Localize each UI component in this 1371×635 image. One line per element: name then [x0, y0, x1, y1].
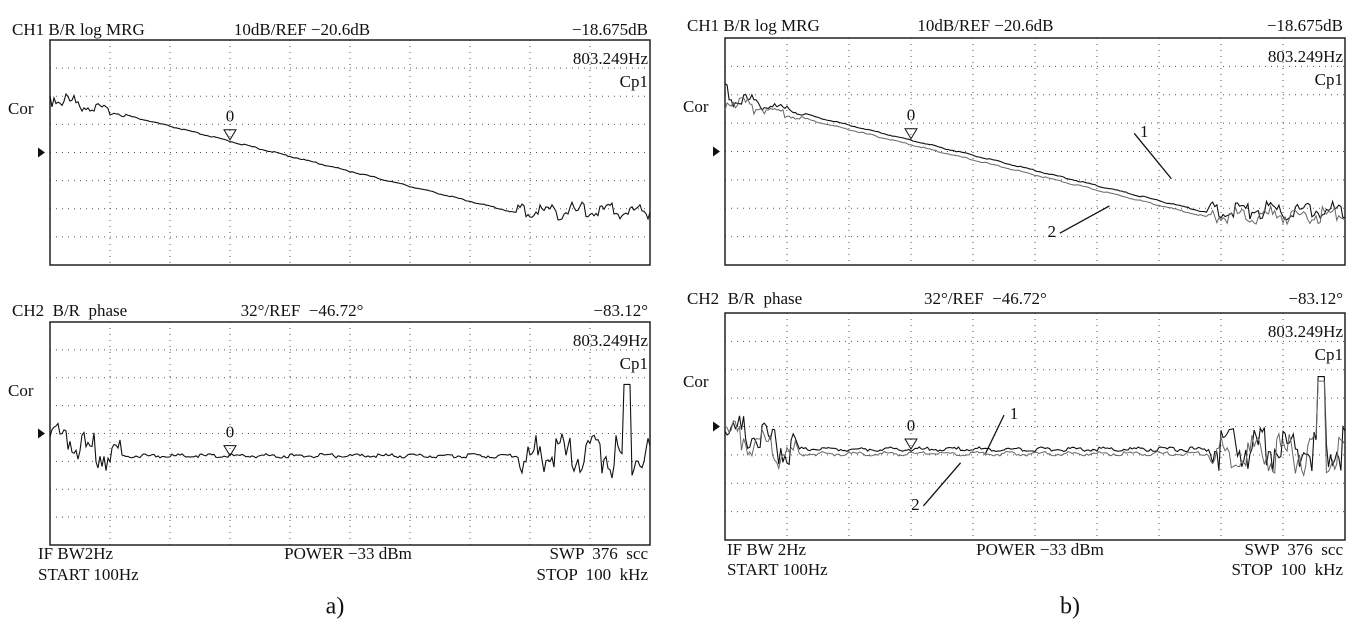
correction-label: Cor: [683, 372, 709, 391]
reference-arrow: [713, 421, 720, 432]
start-frequency: START 100Hz: [727, 560, 828, 579]
trace: [724, 97, 1346, 226]
leader-line: [1059, 205, 1110, 234]
power-level: POWER −33 dBm: [284, 544, 412, 563]
marker-index: 0: [907, 106, 916, 125]
analyzer-screen: [38, 321, 651, 546]
analyzer-screen: [713, 312, 1346, 541]
trace: [724, 83, 1346, 221]
analyzer-screen: [38, 39, 651, 266]
marker-frequency: 803.249Hz: [573, 331, 649, 350]
marker-triangle: [223, 129, 237, 141]
trace: [49, 383, 651, 479]
marker-frequency: 803.249Hz: [573, 49, 649, 68]
marker-name: Cp1: [1315, 345, 1343, 364]
if-bandwidth: IF BW 2Hz: [727, 540, 806, 559]
stop-frequency: STOP 100 kHz: [537, 565, 649, 584]
sweep-time: SWP 376 scc: [549, 544, 648, 563]
marker-frequency: 803.249Hz: [1268, 47, 1344, 66]
screen-frame: [49, 39, 651, 266]
correction-label: Cor: [8, 99, 34, 118]
correction-label: Cor: [683, 97, 709, 116]
channel-label: CH1 B/R log MRG: [687, 16, 820, 35]
readout-value: −83.12°: [593, 301, 648, 320]
readout-value: −83.12°: [1288, 289, 1343, 308]
reference-arrow: [713, 146, 720, 157]
marker-index: 0: [226, 423, 235, 442]
curve-label: 1: [1140, 122, 1149, 141]
curve-label: 2: [1048, 222, 1057, 241]
leader-line: [1133, 132, 1172, 180]
scale-label: 32°/REF −46.72°: [924, 289, 1047, 308]
marker-triangle: [223, 445, 237, 457]
sweep-time: SWP 376 scc: [1244, 540, 1343, 559]
marker-index: 0: [226, 107, 235, 126]
reference-arrow: [38, 428, 45, 439]
panel-caption: a): [326, 594, 345, 620]
leader-line: [984, 414, 1005, 455]
reference-arrow: [38, 147, 45, 158]
screen-frame: [724, 37, 1346, 266]
leader-line: [922, 462, 962, 507]
marker-name: Cp1: [620, 354, 648, 373]
scale-label: 10dB/REF −20.6dB: [917, 16, 1053, 35]
correction-label: Cor: [8, 381, 34, 400]
marker-triangle: [904, 128, 918, 140]
marker-index: 0: [907, 416, 916, 435]
channel-label: CH1 B/R log MRG: [12, 20, 145, 39]
trace: [724, 380, 1346, 478]
marker-name: Cp1: [1315, 70, 1343, 89]
readout-value: −18.675dB: [572, 20, 648, 39]
scale-label: 32°/REF −46.72°: [241, 301, 364, 320]
stop-frequency: STOP 100 kHz: [1232, 560, 1344, 579]
trace: [49, 92, 651, 221]
start-frequency: START 100Hz: [38, 565, 139, 584]
curve-label: 2: [911, 495, 920, 514]
power-level: POWER −33 dBm: [976, 540, 1104, 559]
marker-name: Cp1: [620, 72, 648, 91]
scale-label: 10dB/REF −20.6dB: [234, 20, 370, 39]
marker-triangle: [904, 438, 918, 451]
trace: [724, 376, 1346, 472]
curve-label: 1: [1010, 404, 1019, 423]
if-bandwidth: IF BW2Hz: [38, 544, 114, 563]
readout-value: −18.675dB: [1267, 16, 1343, 35]
channel-label: CH2 B/R phase: [12, 301, 127, 320]
screen-frame: [49, 321, 651, 546]
analyzer-screen: [713, 37, 1346, 266]
panel-caption: b): [1060, 594, 1080, 620]
channel-label: CH2 B/R phase: [687, 289, 802, 308]
marker-frequency: 803.249Hz: [1268, 322, 1344, 341]
